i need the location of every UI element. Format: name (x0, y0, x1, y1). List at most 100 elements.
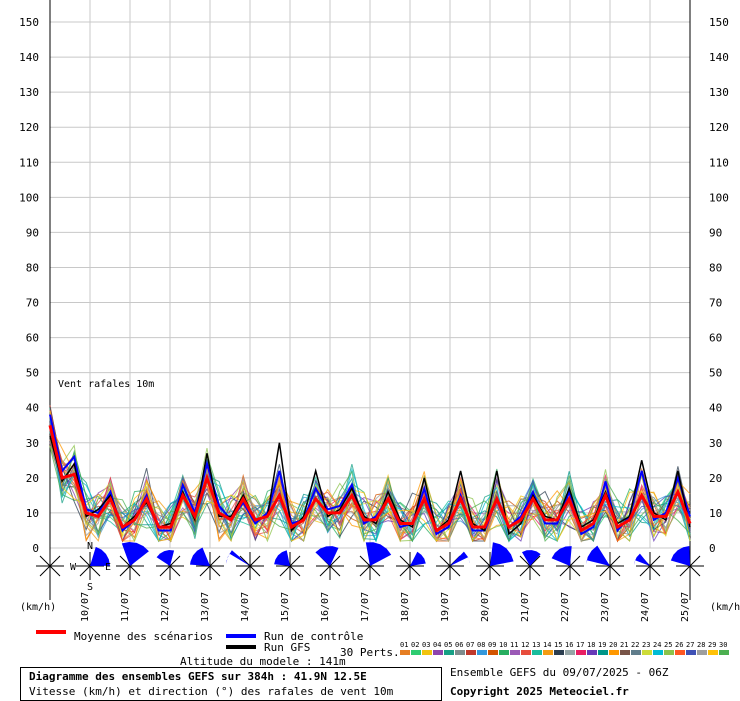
perturbation-id: 10 (499, 641, 507, 649)
wind-sector (522, 550, 541, 566)
series-line (48, 424, 692, 533)
diagram-title: Diagramme des ensembles GEFS sur 384h : … (29, 670, 367, 683)
legend-control-swatch (226, 634, 256, 638)
perturbation-id: 09 (488, 641, 496, 649)
wind-sector (450, 551, 470, 566)
perturbation-id: 03 (422, 641, 430, 649)
compass-letter: W (70, 562, 77, 573)
perturbation-swatch (532, 650, 542, 655)
wind-sector (410, 551, 426, 566)
y-tick-label: 90 (709, 226, 722, 239)
info-box: Diagramme des ensembles GEFS sur 384h : … (20, 667, 442, 701)
legend-control-label: Run de contrôle (264, 630, 364, 643)
perturbation-swatch (543, 650, 553, 655)
perturbation-swatch (466, 650, 476, 655)
perturbation-swatch (598, 650, 608, 655)
wind-sector (90, 546, 110, 566)
perturbation-id: 11 (510, 641, 518, 649)
perturbation-id: 04 (433, 641, 441, 649)
perturbation-id: 18 (587, 641, 595, 649)
compass-letter: N (87, 541, 93, 552)
y-tick-label: 100 (19, 191, 39, 204)
legend-mean-label: Moyenne des scénarios (74, 630, 214, 643)
x-date-label: 23/07 (600, 592, 611, 622)
perturbation-id: 30 (719, 641, 727, 649)
perturbation-id: 21 (620, 641, 628, 649)
perturbation-swatch (477, 650, 487, 655)
run-label: Ensemble GEFS du 09/07/2025 - 06Z (450, 666, 669, 679)
perturbation-swatch (422, 650, 432, 655)
perturbation-swatch (488, 650, 498, 655)
y-tick-label: 130 (709, 86, 729, 99)
perturbation-swatch (697, 650, 707, 655)
x-date-label: 12/07 (160, 592, 171, 622)
perturbation-swatch (587, 650, 597, 655)
x-axis-date-labels: 10/07 11/07 12/07 13/07 14/07 15/07 16/07 17/07… (80, 592, 691, 622)
wind-sector (551, 546, 572, 566)
x-date-label: 21/07 (520, 592, 531, 622)
wind-sector (226, 550, 250, 566)
y-axis-right: 0 10 20 30 40 50 60 70 80 90 100 110 120 130 140 150 (709, 16, 729, 555)
perturbation-line (49, 410, 691, 543)
x-date-label: 24/07 (640, 592, 651, 622)
y-tick-label: 140 (19, 51, 39, 64)
perturbation-swatch (609, 650, 619, 655)
wind-sector (634, 553, 650, 566)
x-date-label: 19/07 (440, 592, 451, 622)
perturbation-id: 15 (554, 641, 562, 649)
y-tick-label: 60 (709, 332, 722, 345)
x-date-label: 13/07 (200, 592, 211, 622)
perturbation-id: 02 (411, 641, 419, 649)
perturbation-id: 19 (598, 641, 606, 649)
perturbation-swatch (565, 650, 575, 655)
perturbation-swatch (642, 650, 652, 655)
y-tick-label: 50 (26, 367, 39, 380)
y-tick-label: 110 (709, 156, 729, 169)
y-tick-label: 120 (709, 121, 729, 134)
perturbation-swatch (455, 650, 465, 655)
perturbation-id: 28 (697, 641, 705, 649)
y-tick-label: 20 (26, 472, 39, 485)
wind-sector (586, 545, 610, 566)
x-date-label: 10/07 (80, 592, 91, 622)
y-tick-label: 90 (26, 226, 39, 239)
wind-sector (670, 546, 690, 566)
perturbation-id: 14 (543, 641, 551, 649)
wind-sector (156, 550, 175, 566)
y-tick-label: 30 (709, 437, 722, 450)
y-tick-label: 0 (709, 542, 716, 555)
perturbation-line (49, 418, 691, 543)
perturbation-id: 16 (565, 641, 573, 649)
perturbation-swatch (653, 650, 663, 655)
x-date-label: 15/07 (280, 592, 291, 622)
perturbation-id: 08 (477, 641, 485, 649)
perturbation-id: 20 (609, 641, 617, 649)
wind-direction-row: NW E S (36, 541, 704, 593)
y-tick-label: 10 (26, 507, 39, 520)
y-axis-left: 0 10 20 30 40 50 60 70 80 90 100 110 120 130 140 150 (19, 16, 39, 555)
perturbation-legend: 01 02 03 04 05 06 07 08 09 10 11 12 13 14 15 16 17 18 19 20… (400, 641, 729, 655)
perturbation-swatch (510, 650, 520, 655)
y-tick-label: 80 (26, 261, 39, 274)
y-tick-label: 110 (19, 156, 39, 169)
perturbation-swatch (631, 650, 641, 655)
perturbation-swatch (719, 650, 729, 655)
wind-sector (365, 542, 392, 566)
diagram-subtitle: Vitesse (km/h) et direction (°) des rafa… (29, 685, 394, 698)
perturbation-swatch (411, 650, 421, 655)
perturbation-id: 07 (466, 641, 474, 649)
wind-sector (490, 542, 514, 566)
perturbation-id: 13 (532, 641, 540, 649)
y-unit-label-right: (km/h) (710, 602, 740, 613)
compass-letter: E (105, 562, 111, 573)
perturbation-swatch (620, 650, 630, 655)
y-tick-label: 130 (19, 86, 39, 99)
wind-sector (121, 542, 149, 566)
perturbation-id: 26 (675, 641, 683, 649)
perturbation-id: 06 (455, 641, 463, 649)
x-date-label: 11/07 (120, 592, 131, 622)
perturbation-id: 24 (653, 641, 661, 649)
x-date-label: 25/07 (680, 592, 691, 622)
perturbation-line (49, 438, 691, 543)
